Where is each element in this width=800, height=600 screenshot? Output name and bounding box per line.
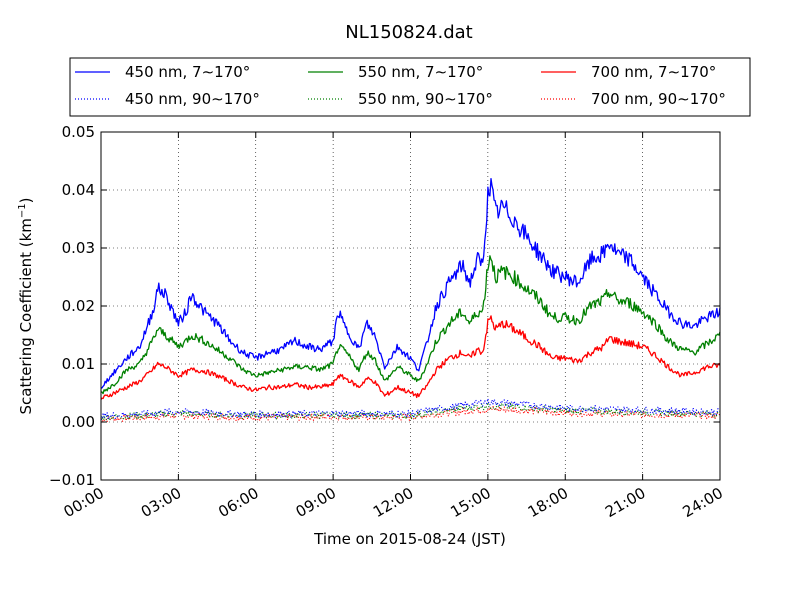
legend: 450 nm, 7∼170° 550 nm, 7∼170° 700 nm, 7∼17… <box>69 57 751 117</box>
y-tick-label: 0.00 <box>62 413 95 431</box>
y-axis-label-main: Scattering Coefficient (km <box>17 218 35 414</box>
legend-box <box>69 57 751 117</box>
legend-label: 450 nm, 7∼170° <box>125 63 250 81</box>
series-layer <box>100 177 721 423</box>
chart-title: NL150824.dat <box>345 22 472 43</box>
legend-label: 450 nm, 90∼170° <box>125 90 260 108</box>
x-tick-label: 00:00 <box>61 484 107 521</box>
series-line <box>100 177 721 389</box>
y-tick-label: 0.01 <box>62 355 95 373</box>
y-tick-label: 0.04 <box>62 181 95 199</box>
series-line <box>100 406 721 423</box>
y-axis-label: Scattering Coefficient (km−1) <box>17 197 35 414</box>
x-tick-label: 24:00 <box>680 484 726 521</box>
x-tick-label: 06:00 <box>215 484 261 521</box>
plot-background <box>101 132 720 480</box>
legend-label: 550 nm, 7∼170° <box>358 63 483 81</box>
y-tick-label: 0.02 <box>62 297 95 315</box>
series-line <box>100 315 721 400</box>
y-tick-label: 0.03 <box>62 239 95 257</box>
series-line <box>101 255 721 395</box>
y-axis-label-sup: −1 <box>17 203 28 218</box>
x-tick-label: 03:00 <box>138 484 184 521</box>
x-tick-label: 15:00 <box>447 484 493 521</box>
y-tick-label: 0.05 <box>62 123 95 141</box>
x-tick-label: 18:00 <box>525 484 571 521</box>
y-axis-label-end: ) <box>17 197 35 203</box>
legend-label: 700 nm, 7∼170° <box>591 63 716 81</box>
y-tick-label: −0.01 <box>49 471 95 489</box>
x-tick-label: 12:00 <box>370 484 416 521</box>
x-tick-label: 21:00 <box>602 484 648 521</box>
legend-label: 700 nm, 90∼170° <box>591 90 726 108</box>
x-axis-label: Time on 2015-08-24 (JST) <box>313 530 506 548</box>
plot-area: 00:00 03:00 06:00 09:00 12:00 15:00 18:00 21:00… <box>49 123 726 521</box>
legend-label: 550 nm, 90∼170° <box>358 90 493 108</box>
x-tick-label: 09:00 <box>293 484 339 521</box>
